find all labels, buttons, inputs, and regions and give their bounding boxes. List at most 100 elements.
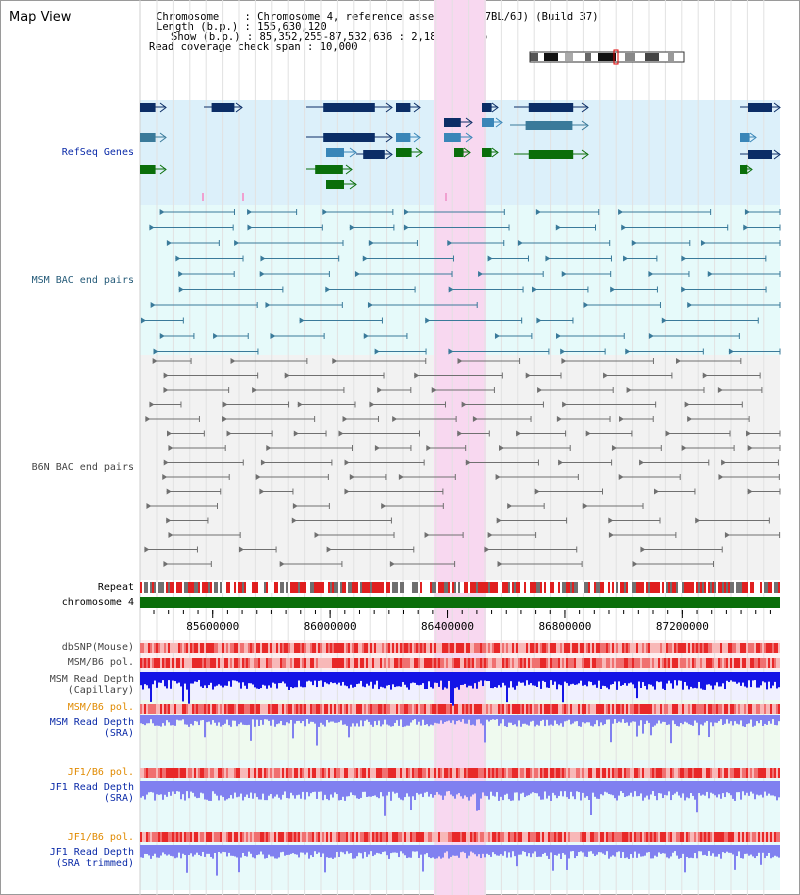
jf1-pol-bin xyxy=(698,768,700,778)
repeat-element xyxy=(544,582,546,593)
repeat-element xyxy=(634,582,636,593)
track-label-msm-pol-2[interactable]: MSM/B6 pol. xyxy=(67,702,134,713)
repeat-element xyxy=(526,582,528,593)
track-label-jf1-depth-sra[interactable]: JF1 Read Depth (SRA) xyxy=(50,782,134,804)
msm-pol-2-bin xyxy=(266,704,268,714)
track-label-jf1-pol-2[interactable]: JF1/B6 pol. xyxy=(67,832,134,843)
msm-cap-depth-bin xyxy=(550,672,552,681)
msm-pol-bin xyxy=(406,658,408,668)
track-label-jf1-pol[interactable]: JF1/B6 pol. xyxy=(67,767,134,778)
jf1-pol-2-bin xyxy=(272,832,274,842)
msm-pol-bin xyxy=(280,658,282,668)
msm-pol-bin xyxy=(170,658,172,668)
jf1-pol-2-bin xyxy=(506,832,508,842)
msm-pol-2-bin xyxy=(414,704,416,714)
jf1-pol-2-bin xyxy=(542,832,544,842)
dbsnp-bin xyxy=(412,643,414,653)
dbsnp-bin xyxy=(742,643,744,653)
msm-pol-bin xyxy=(202,658,204,668)
jf1-trim-depth-bin xyxy=(714,845,716,857)
track-label-msm-bac[interactable]: MSM BAC end pairs xyxy=(31,275,134,286)
jf1-pol-bin xyxy=(410,768,412,778)
repeat-element xyxy=(572,582,574,593)
jf1-pol-bin xyxy=(254,768,256,778)
jf1-trim-depth-bin xyxy=(376,845,378,853)
msm-pol-bin xyxy=(472,658,474,668)
msm-sra-depth-bin xyxy=(506,715,508,727)
track-plot[interactable]: 85600000 86000000 86400000 86800000 87200000 xyxy=(139,0,781,895)
dbsnp-bin xyxy=(290,643,292,653)
msm-cap-depth-bin xyxy=(258,672,260,689)
msm-cap-depth-bin xyxy=(306,672,308,682)
jf1-pol-bin xyxy=(476,768,478,778)
jf1-pol-bin xyxy=(232,768,234,778)
jf1-pol-2-bin xyxy=(740,832,742,842)
track-label-repeat[interactable]: Repeat xyxy=(97,582,134,593)
msm-cap-depth-bin xyxy=(500,672,502,688)
msm-sra-depth-bin xyxy=(256,715,258,720)
dbsnp-bin xyxy=(470,643,472,653)
track-label-chromosome[interactable]: chromosome 4 xyxy=(61,597,134,608)
repeat-element xyxy=(712,582,714,593)
jf1-trim-depth-bin xyxy=(296,845,298,855)
view-title: Map View xyxy=(9,10,72,25)
msm-cap-depth-bin xyxy=(696,672,698,689)
jf1-trim-depth-bin xyxy=(172,845,174,857)
msm-sra-depth-bin xyxy=(666,715,668,726)
jf1-pol-bin xyxy=(390,768,392,778)
msm-pol-2-bin xyxy=(576,704,578,714)
track-label-msm-pol[interactable]: MSM/B6 pol. xyxy=(67,657,134,668)
msm-sra-depth-bin xyxy=(198,715,200,726)
jf1-trim-depth-bin xyxy=(336,845,338,852)
repeat-element xyxy=(172,582,174,593)
msm-cap-depth-bin xyxy=(628,672,630,684)
dbsnp-bin xyxy=(496,643,498,653)
jf1-pol-2-bin xyxy=(328,832,330,842)
repeat-element xyxy=(660,582,662,593)
msm-pol-bin xyxy=(542,658,544,668)
jf1-pol-2-bin xyxy=(284,832,286,842)
gene-exon-block xyxy=(396,103,411,112)
track-label-msm-depth-capillary[interactable]: MSM Read Depth (Capillary) xyxy=(50,674,134,696)
jf1-pol-bin xyxy=(354,768,356,778)
msm-pol-2-bin xyxy=(382,704,384,714)
jf1-trim-depth-bin xyxy=(272,845,274,857)
msm-cap-depth-bin xyxy=(274,672,276,684)
jf1-pol-2-bin xyxy=(160,832,162,842)
jf1-pol-2-bin xyxy=(664,832,666,842)
jf1-sra-depth-bin xyxy=(430,781,432,795)
msm-pol-2-bin xyxy=(646,704,648,714)
msm-pol-bin xyxy=(526,658,528,668)
jf1-pol-bin xyxy=(682,768,684,778)
msm-sra-depth-bin xyxy=(608,715,610,720)
track-label-jf1-depth-trimmed[interactable]: JF1 Read Depth (SRA trimmed) xyxy=(50,847,134,869)
track-label-msm-depth-sra[interactable]: MSM Read Depth (SRA) xyxy=(50,717,134,739)
msm-pol-2-bin xyxy=(258,704,260,714)
track-label-dbsnp[interactable]: dbSNP(Mouse) xyxy=(61,642,134,653)
gene-strand-arrow xyxy=(773,149,781,160)
jf1-pol-bin xyxy=(498,768,500,778)
track-label-b6n-bac[interactable]: B6N BAC end pairs xyxy=(31,462,134,473)
msm-pol-2-bin xyxy=(188,704,190,714)
msm-cap-depth-bin xyxy=(214,672,216,687)
msm-pol-bin xyxy=(696,658,698,668)
msm-pol-bin xyxy=(598,658,600,668)
bac-end-arrow xyxy=(363,333,369,339)
jf1-trim-depth-bin xyxy=(392,845,394,853)
jf1-pol-bin xyxy=(714,768,716,778)
jf1-sra-depth-bin xyxy=(252,781,254,799)
repeat-element xyxy=(620,582,622,593)
msm-sra-depth-bin xyxy=(482,715,484,726)
msm-cap-depth-bin xyxy=(678,672,680,681)
msm-sra-depth-bin xyxy=(274,715,276,727)
jf1-sra-depth-bin xyxy=(154,781,156,801)
msm-pol-bin xyxy=(644,658,646,668)
jf1-pol-2-bin xyxy=(588,832,590,842)
repeat-element xyxy=(642,582,644,593)
jf1-pol-2-bin xyxy=(376,832,378,842)
dbsnp-bin xyxy=(384,643,386,653)
jf1-pol-2-bin xyxy=(400,832,402,842)
msm-sra-depth-bin xyxy=(736,715,738,724)
track-label-refseq[interactable]: RefSeq Genes xyxy=(61,147,134,158)
